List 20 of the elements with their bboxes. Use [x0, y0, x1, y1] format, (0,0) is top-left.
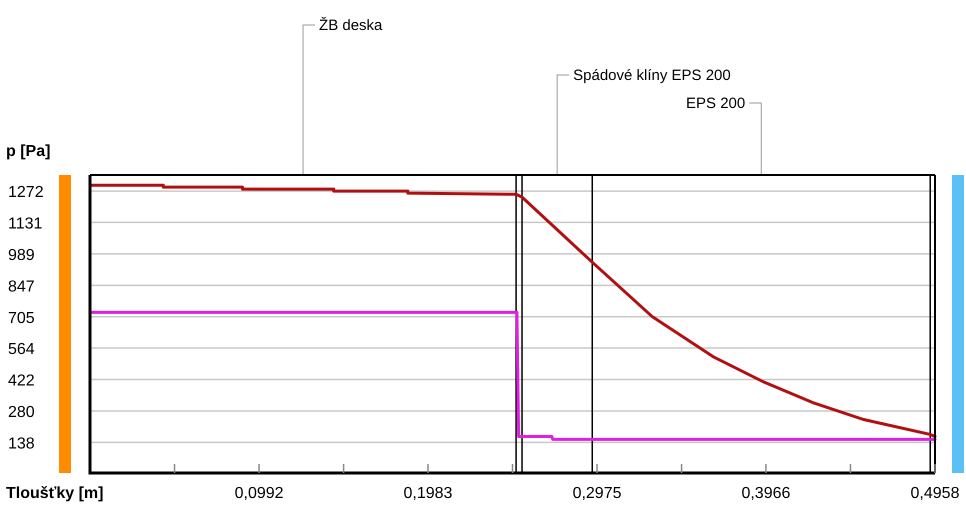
line-series — [88, 184, 936, 438]
x-tick-label: 0,4958 — [910, 485, 960, 502]
y-tick-label: 280 — [8, 404, 35, 421]
x-tick-label: 0,2975 — [572, 485, 622, 502]
y-tick-label: 138 — [8, 435, 35, 452]
text: Spádové klíny EPS 200 — [573, 67, 731, 84]
y-tick-label: 1131 — [8, 215, 43, 232]
y-tick-label: 422 — [8, 372, 35, 390]
text: ŽB deska — [319, 16, 384, 34]
x-tick-label: 0,3966 — [741, 485, 790, 502]
y-tick-label: 564 — [8, 341, 35, 358]
y-tick-label: 847 — [8, 278, 35, 296]
y-axis-title: p [Pa] — [6, 143, 50, 160]
y-tick-label: 705 — [8, 310, 35, 327]
x-tick-label: 0,0992 — [234, 485, 284, 502]
text: EPS 200 — [686, 95, 746, 112]
y-tick-label: 1272 — [8, 184, 44, 202]
y-tick-label: 989 — [8, 246, 35, 264]
x-axis-title: Tloušťky [m] — [6, 485, 104, 502]
x-tick-label: 0,1983 — [403, 485, 453, 502]
